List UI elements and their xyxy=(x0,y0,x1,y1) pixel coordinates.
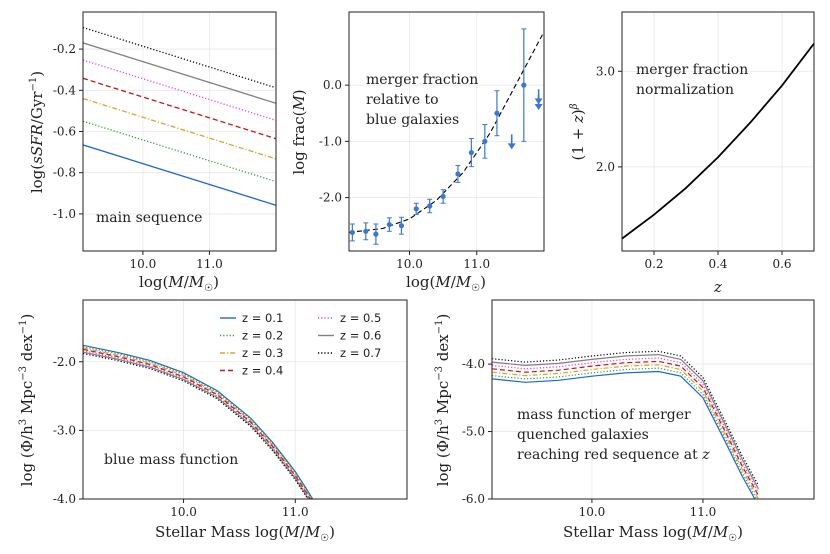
y-tick-label: -0.2 xyxy=(53,42,76,56)
annotation-line-3: reaching red sequence at z xyxy=(517,447,710,463)
series-line-z1 xyxy=(492,370,756,499)
fit-line xyxy=(349,31,544,233)
series-line-z4 xyxy=(83,77,276,140)
y-tick-label: -6.0 xyxy=(462,492,485,506)
normalization-line xyxy=(622,42,814,240)
legend-label: z = 0.4 xyxy=(242,364,283,378)
legend-label: z = 0.6 xyxy=(340,329,381,343)
data-point xyxy=(427,203,433,209)
y-axis-label: log (Φ/h3 Mpc−3 dex−1) xyxy=(18,314,36,487)
x-tick-label: 11.0 xyxy=(690,505,717,519)
annotation-line-2: normalization xyxy=(636,82,734,98)
data-point xyxy=(373,231,379,237)
y-axis-label: log(sSFR/Gyr−1) xyxy=(28,71,46,193)
panel-merger-mass-function: 10.0 11.0 -6.0 -5.0 -4.0 mass function of me… xyxy=(434,299,815,544)
series-line-z5 xyxy=(83,350,311,499)
legend: z = 0.1 z = 0.2 z = 0.3 z = 0.4 z = 0.5 z = 0… xyxy=(220,311,381,378)
panel-blue-mass-function: 10.0 11.0-4.0-3.0-2.0 z = 0.1z = 0.2z = 0… xyxy=(18,299,408,544)
series-line-z6 xyxy=(83,351,310,499)
y-tick-label: -4.0 xyxy=(462,357,485,371)
x-axis-label: z xyxy=(713,278,722,296)
data-point xyxy=(521,82,527,88)
x-tick-label: 11.0 xyxy=(282,505,309,519)
y-tick-label: 3.0 xyxy=(596,64,615,78)
x-tick-label: 11.0 xyxy=(196,257,223,271)
y-tick-label: 2.0 xyxy=(596,160,615,174)
y-tick-label: -2.0 xyxy=(319,191,342,205)
data-point xyxy=(363,228,369,234)
data-point xyxy=(386,221,392,228)
legend-label: z = 0.1 xyxy=(242,311,283,325)
y-tick-label: -0.6 xyxy=(53,125,76,139)
series-line-z7 xyxy=(83,26,276,89)
annotation-line-1: mass function of merger xyxy=(517,407,691,423)
series-line-z7 xyxy=(492,350,760,486)
x-tick-label: 0.6 xyxy=(772,257,791,271)
data-point xyxy=(398,223,405,229)
series-line-z6 xyxy=(83,42,276,104)
annotation-line-1: merger fraction xyxy=(636,62,748,78)
data-point xyxy=(482,138,488,144)
panel-ssfr: 10.0 11.0 -1.0 -0.8 -0.6 -0.4 -0.2 main sequen… xyxy=(28,11,277,294)
series-line-z2 xyxy=(83,346,313,499)
annotation-line-2: quenched galaxies xyxy=(517,427,649,443)
series-line-z4 xyxy=(492,360,760,496)
data-point xyxy=(468,149,474,156)
panel-normalization: 0.2 0.4 0.6 2.0 3.0 merger fraction normaliz… xyxy=(569,11,815,296)
series-line-z3 xyxy=(83,347,312,499)
data-point xyxy=(413,206,419,212)
y-tick-label: -0.8 xyxy=(53,166,76,180)
series-line-z4 xyxy=(83,348,311,499)
series-line-z3 xyxy=(83,97,276,160)
x-tick-label: 10.0 xyxy=(579,505,606,519)
data-point xyxy=(349,229,355,236)
series-line-z6 xyxy=(492,353,760,490)
x-tick-label: 10.0 xyxy=(170,505,197,519)
x-tick-label: 10.0 xyxy=(396,257,423,271)
x-axis-label: Stellar Mass log(M/M☉) xyxy=(563,523,743,544)
y-axis-label: log frac(M) xyxy=(290,89,308,174)
annotation-blue-mass-function: blue mass function xyxy=(104,452,238,468)
x-tick-label: 10.0 xyxy=(130,257,157,271)
y-axis-label: (1 + z)β xyxy=(569,103,587,160)
x-tick-label: 0.4 xyxy=(708,257,727,271)
legend-label: z = 0.2 xyxy=(242,329,283,343)
y-tick-label: -0.4 xyxy=(53,83,77,97)
x-tick-label: 11.0 xyxy=(463,257,490,271)
annotation-line-2: relative to xyxy=(366,92,439,108)
data-point xyxy=(440,193,446,200)
upper-limit-arrow xyxy=(507,143,516,150)
data-point xyxy=(455,171,461,177)
x-tick-label: 0.2 xyxy=(644,257,663,271)
legend-label: z = 0.5 xyxy=(340,311,381,325)
upper-limit-arrow xyxy=(534,103,543,110)
legend-label: z = 0.3 xyxy=(242,346,283,360)
series-line-z3 xyxy=(492,364,760,499)
panel-merger-fraction: 10.0 11.0 -2.0 -1.0 0.0 merger fraction rela… xyxy=(290,11,545,294)
legend-label: z = 0.7 xyxy=(340,346,381,360)
y-tick-label: -5.0 xyxy=(462,425,485,439)
annotation-main-sequence: main sequence xyxy=(96,210,202,226)
series-line-z1 xyxy=(83,344,314,499)
annotation-line-3: blue galaxies xyxy=(366,112,459,128)
y-tick-label: -2.0 xyxy=(53,355,76,369)
y-tick-label: -4.0 xyxy=(53,492,76,506)
series-line-z5 xyxy=(492,357,760,493)
y-tick-label: -1.0 xyxy=(53,207,76,221)
annotation-line-1: merger fraction xyxy=(366,72,478,88)
series-line-z7 xyxy=(83,352,309,499)
series-line-z2 xyxy=(492,367,758,499)
y-tick-label: 0.0 xyxy=(323,78,342,92)
y-tick-label: -1.0 xyxy=(319,134,342,148)
y-axis-label: log (Φ/h3 Mpc−3 dex−1) xyxy=(434,314,452,487)
upper-limit-arrow xyxy=(534,98,543,105)
x-axis-label: log(M/M☉) xyxy=(139,273,219,294)
data-point xyxy=(494,110,500,116)
x-axis-label: log(M/M☉) xyxy=(406,273,486,294)
y-tick-label: -3.0 xyxy=(53,423,76,437)
x-axis-label: Stellar Mass log(M/M☉) xyxy=(155,523,335,544)
series-line-z1 xyxy=(83,144,276,206)
